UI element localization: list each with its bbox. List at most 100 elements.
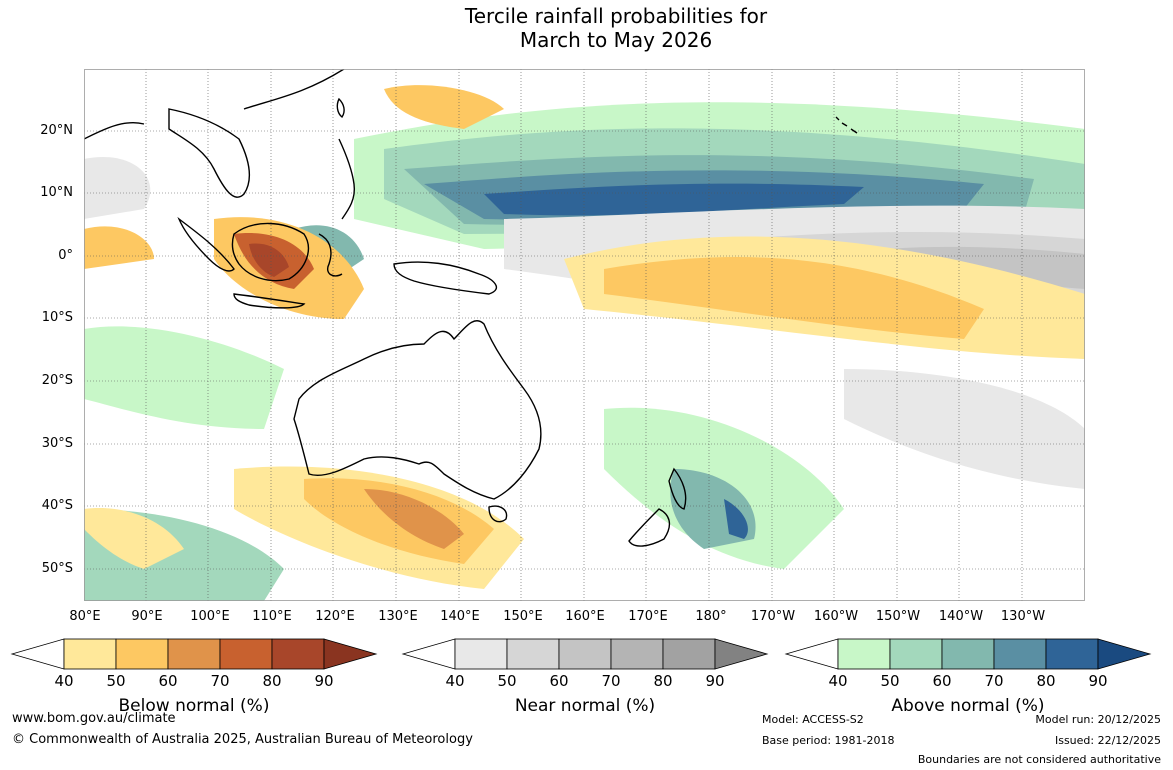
colorbar-swatch bbox=[558, 638, 612, 670]
colorbar-tick: 90 bbox=[705, 672, 725, 690]
lat-label: 30°S bbox=[41, 436, 73, 451]
colorbar-swatch bbox=[714, 638, 769, 670]
colorbar-tick: 40 bbox=[828, 672, 848, 690]
above-band-core bbox=[484, 183, 864, 216]
colorbar-swatch bbox=[837, 638, 891, 670]
rainfall-probability-map bbox=[84, 69, 1085, 601]
map-title: Tercile rainfall probabilities for March… bbox=[0, 4, 1173, 52]
lon-label: 130°E bbox=[378, 609, 418, 624]
below-west-indian bbox=[84, 226, 154, 269]
coastlines bbox=[84, 69, 858, 547]
colorbar-below-normal bbox=[10, 638, 378, 670]
model-text: Model: ACCESS-S2 bbox=[762, 713, 864, 726]
colorbar-tick: 80 bbox=[1036, 672, 1056, 690]
lon-label: 150°W bbox=[875, 609, 921, 624]
colorbar-swatch bbox=[167, 638, 221, 670]
issued-text: Issued: 22/12/2025 bbox=[1054, 734, 1161, 747]
new-zealand-south bbox=[628, 508, 671, 547]
lat-label: 20°S bbox=[41, 373, 73, 388]
lon-label: 170°W bbox=[750, 609, 796, 624]
copyright-text: © Commonwealth of Australia 2025, Austra… bbox=[12, 732, 473, 747]
near-south-pacific bbox=[844, 369, 1085, 489]
below-south-indian-west bbox=[84, 508, 184, 569]
graticule bbox=[84, 69, 1085, 601]
colorbar-swatch bbox=[610, 638, 664, 670]
colorbar-swatch bbox=[784, 638, 839, 670]
above-tasman bbox=[724, 499, 748, 539]
colorbar-title: Below normal (%) bbox=[118, 696, 270, 716]
taiwan-coastline bbox=[336, 97, 345, 119]
colorbar-swatch bbox=[323, 638, 378, 670]
new-guinea-coastline bbox=[393, 261, 498, 295]
indochina-coastline bbox=[168, 108, 251, 198]
colorbar-swatch bbox=[219, 638, 273, 670]
colorbar-swatch bbox=[993, 638, 1047, 670]
below-equatorial-mid bbox=[604, 257, 984, 339]
title-line-2: March to May 2026 bbox=[519, 28, 713, 52]
colorbar-swatch bbox=[115, 638, 169, 670]
colorbar-near-normal bbox=[401, 638, 769, 670]
lon-label: 140°E bbox=[440, 609, 480, 624]
colorbar-tick: 50 bbox=[880, 672, 900, 690]
sulawesi-coastline bbox=[318, 233, 343, 277]
near-west-indian bbox=[84, 157, 151, 219]
lon-label: 100°E bbox=[190, 609, 230, 624]
colorbar-swatch bbox=[10, 638, 65, 670]
lon-label: 120°E bbox=[315, 609, 355, 624]
colorbar-swatch bbox=[401, 638, 456, 670]
colorbar-tick: 90 bbox=[314, 672, 334, 690]
base-period-text: Base period: 1981-2018 bbox=[762, 734, 895, 747]
colorbar-swatch bbox=[454, 638, 508, 670]
colorbar-swatch bbox=[1097, 638, 1152, 670]
model-run-text: Model run: 20/12/2025 bbox=[1035, 713, 1161, 726]
lon-label: 180° bbox=[695, 609, 727, 624]
colorbar-tick: 70 bbox=[210, 672, 230, 690]
colorbar-title: Near normal (%) bbox=[514, 696, 656, 716]
lon-label: 130°W bbox=[1000, 609, 1046, 624]
colorbar-swatch bbox=[889, 638, 943, 670]
map-frame bbox=[84, 69, 1085, 601]
australia-coastline bbox=[293, 320, 542, 500]
colorbar-tick: 60 bbox=[549, 672, 569, 690]
lat-label: 10°S bbox=[41, 310, 73, 325]
colorbar-swatch bbox=[271, 638, 325, 670]
philippines-coastline bbox=[338, 138, 356, 220]
colorbar-tick: 50 bbox=[497, 672, 517, 690]
colorbar-tick: 70 bbox=[601, 672, 621, 690]
colorbar-swatch bbox=[941, 638, 995, 670]
below-north-pacific bbox=[384, 85, 504, 129]
colorbar-tick: 40 bbox=[54, 672, 74, 690]
colorbar-tick: 70 bbox=[984, 672, 1004, 690]
lon-label: 170°E bbox=[628, 609, 668, 624]
colorbar-tick: 90 bbox=[1088, 672, 1108, 690]
sumatra-coastline bbox=[177, 216, 235, 272]
colorbar-tick: 80 bbox=[653, 672, 673, 690]
hawaii-islands bbox=[835, 116, 858, 134]
lon-label: 150°E bbox=[503, 609, 543, 624]
below-borneo-dark bbox=[249, 243, 289, 277]
title-line-1: Tercile rainfall probabilities for bbox=[464, 4, 768, 28]
colorbar-above-normal bbox=[784, 638, 1152, 670]
colorbar-swatch bbox=[506, 638, 560, 670]
colorbar-tick: 60 bbox=[932, 672, 952, 690]
disclaimer-text: Boundaries are not considered authoritat… bbox=[917, 753, 1161, 766]
colorbar-tick: 80 bbox=[262, 672, 282, 690]
new-zealand-north bbox=[668, 467, 687, 510]
lon-label: 110°E bbox=[252, 609, 292, 624]
colorbar-swatch bbox=[1045, 638, 1099, 670]
colorbar-tick: 60 bbox=[158, 672, 178, 690]
lat-label: 10°N bbox=[40, 185, 73, 200]
lon-label: 80°E bbox=[69, 609, 101, 624]
colorbar-tick: 40 bbox=[445, 672, 465, 690]
website-link[interactable]: www.bom.gov.au/climate bbox=[12, 711, 176, 726]
lat-label: 0° bbox=[58, 248, 73, 263]
below-southern-core bbox=[364, 489, 464, 549]
lon-label: 140°W bbox=[938, 609, 984, 624]
tasmania-coastline bbox=[488, 505, 508, 523]
java-coastline bbox=[233, 293, 306, 309]
colorbar-title: Above normal (%) bbox=[891, 696, 1045, 716]
above-indian-ocean bbox=[84, 326, 284, 429]
lon-label: 160°E bbox=[565, 609, 605, 624]
asia-coastline bbox=[84, 69, 345, 140]
colorbar-tick: 50 bbox=[106, 672, 126, 690]
